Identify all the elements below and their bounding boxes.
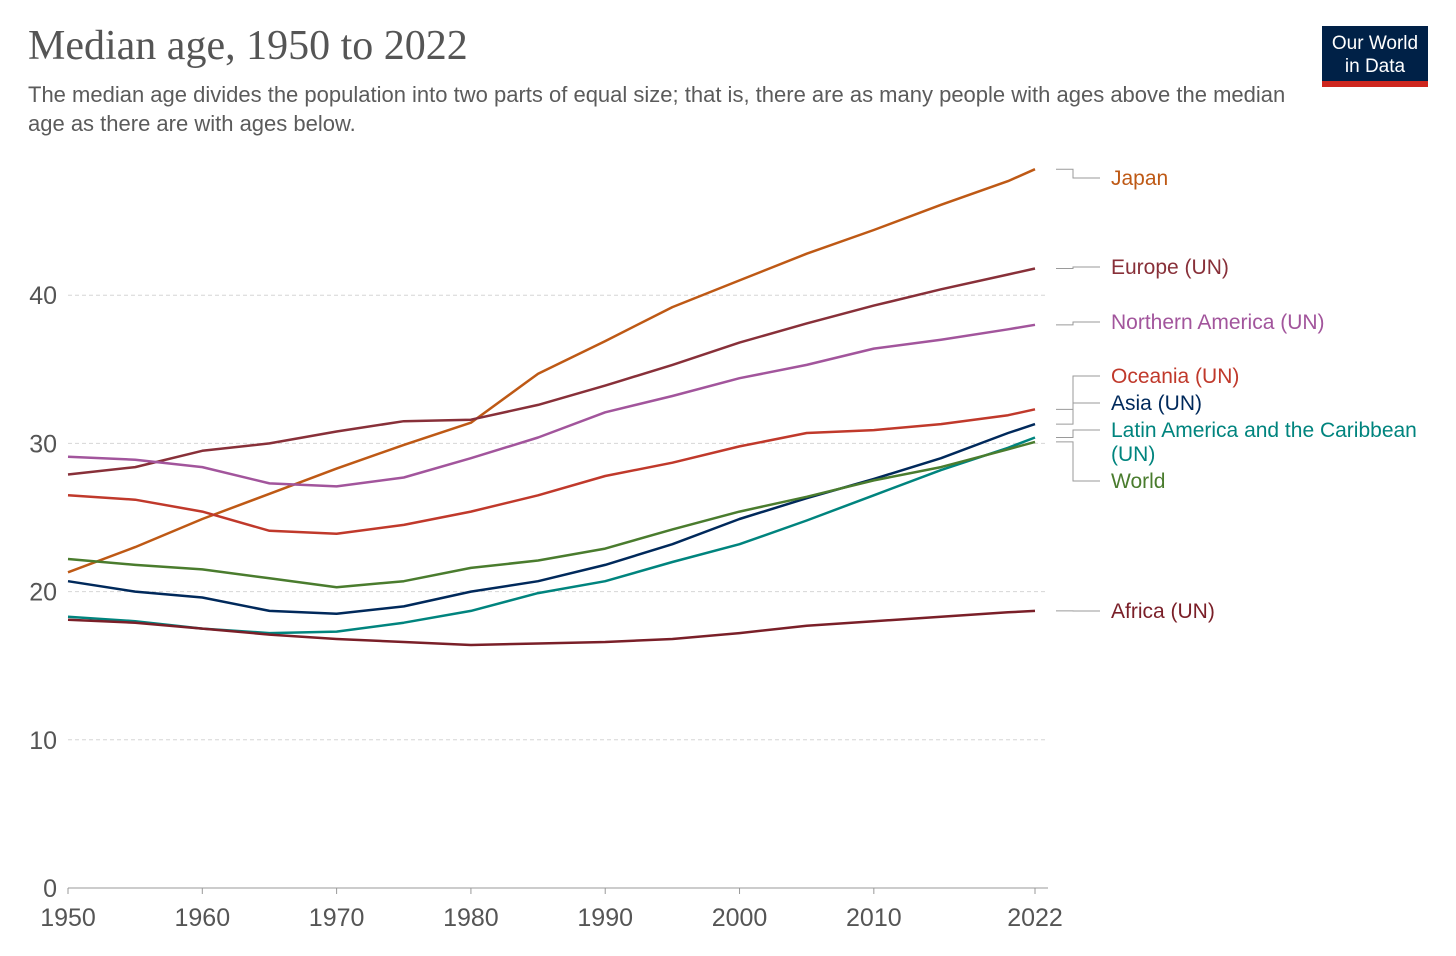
series-line-3[interactable] <box>67 408 1036 536</box>
series-lines[interactable] <box>67 168 1036 647</box>
series-line-0[interactable] <box>67 168 1036 574</box>
legend-connector <box>1056 321 1100 326</box>
legend-connector <box>1056 168 1100 179</box>
legend-label[interactable]: Latin America and the Caribbean (UN) <box>1111 419 1417 466</box>
x-tick-label: 1960 <box>174 904 230 932</box>
series-line-2[interactable] <box>67 323 1036 488</box>
legend-connector <box>1056 441 1100 482</box>
x-tick-label: 1970 <box>309 904 365 932</box>
logo-line-2: in Data <box>1344 56 1406 77</box>
y-tick-label: 30 <box>29 430 57 458</box>
x-tick-label: 1950 <box>40 904 96 932</box>
series-line-1[interactable] <box>67 267 1036 476</box>
legend-label[interactable]: World <box>1111 470 1165 493</box>
y-tick-label: 40 <box>29 282 57 310</box>
owid-logo[interactable]: Our World in Data <box>1322 26 1428 87</box>
chart-title: Median age, 1950 to 2022 <box>28 23 468 69</box>
grid-lines <box>68 294 1048 741</box>
legend-label[interactable]: Europe (UN) <box>1111 256 1229 279</box>
y-tick-label: 20 <box>29 579 57 607</box>
legend-label[interactable]: Oceania (UN) <box>1111 365 1239 388</box>
chart-subtitle: The median age divides the population in… <box>28 82 1286 136</box>
x-tick-label: 1980 <box>443 904 499 932</box>
x-tick-label: 1990 <box>577 904 633 932</box>
legend-connector <box>1056 375 1100 410</box>
logo-line-1: Our World <box>1331 33 1419 54</box>
legend-connector <box>1056 402 1100 425</box>
series-line-5[interactable] <box>67 436 1036 635</box>
legend-label[interactable]: Africa (UN) <box>1111 600 1215 623</box>
x-tick-label: 2010 <box>846 904 902 932</box>
legend-label[interactable]: Japan <box>1111 167 1168 190</box>
legend-label[interactable]: Northern America (UN) <box>1111 311 1325 334</box>
legend-connector <box>1056 429 1100 438</box>
series-line-4[interactable] <box>67 422 1036 616</box>
legend-label[interactable]: Asia (UN) <box>1111 392 1202 415</box>
logo-accent-bar <box>1322 81 1428 87</box>
x-tick-label: 2000 <box>712 904 768 932</box>
series-line-6[interactable] <box>67 440 1036 589</box>
y-tick-label: 0 <box>43 875 57 903</box>
series-line-7[interactable] <box>67 609 1036 647</box>
legend: Japan Europe (UN) Northern America (UN) Oce… <box>1056 167 1417 623</box>
x-tick-label: 2022 <box>1007 904 1063 932</box>
legend-connector <box>1056 266 1100 270</box>
y-tick-label: 10 <box>29 727 57 755</box>
axes: 0 10 20 30 40 1950 1960 1970 1980 1990 2000 2010 202… <box>29 282 1063 932</box>
